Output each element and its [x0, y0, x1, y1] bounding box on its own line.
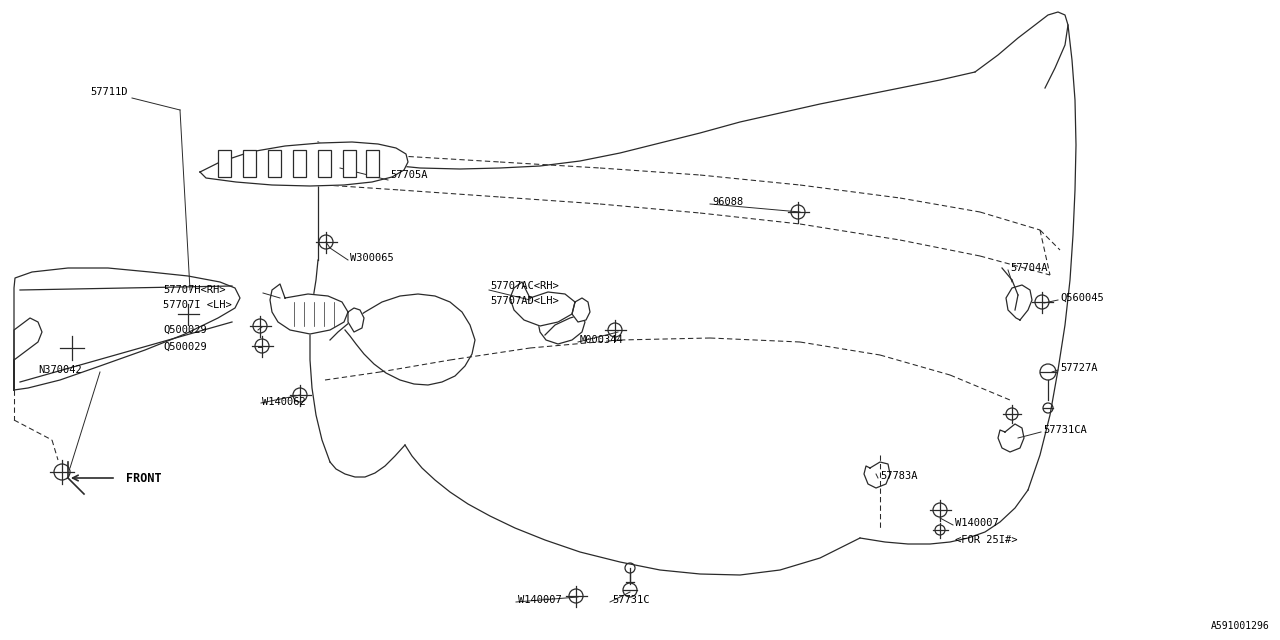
Text: <FOR 25I#>: <FOR 25I#> [955, 535, 1018, 545]
Text: W140062: W140062 [262, 397, 306, 407]
Bar [243, 150, 256, 177]
Text: 57731C: 57731C [612, 595, 649, 605]
Polygon shape [14, 268, 241, 390]
Polygon shape [270, 284, 348, 334]
Text: Q560045: Q560045 [1060, 293, 1103, 303]
Polygon shape [998, 424, 1024, 452]
Text: 57707AC<RH>: 57707AC<RH> [490, 281, 559, 291]
Text: W140007: W140007 [955, 518, 998, 528]
Bar [293, 150, 306, 177]
Polygon shape [864, 462, 890, 488]
Bar [268, 150, 282, 177]
Text: A591001296: A591001296 [1211, 621, 1270, 631]
Bar [343, 150, 356, 177]
Text: 57707AD<LH>: 57707AD<LH> [490, 296, 559, 306]
Text: W140007: W140007 [518, 595, 562, 605]
Bar [317, 150, 332, 177]
Polygon shape [200, 142, 408, 186]
Text: 96088: 96088 [712, 197, 744, 207]
Polygon shape [348, 308, 364, 332]
Text: 57705A: 57705A [390, 170, 428, 180]
Text: 57707I <LH>: 57707I <LH> [163, 300, 232, 310]
Text: 57711D: 57711D [90, 87, 128, 97]
Text: 57727A: 57727A [1060, 363, 1097, 373]
Text: N370042: N370042 [38, 365, 82, 375]
Text: M000344: M000344 [580, 335, 623, 345]
Text: FRONT: FRONT [125, 472, 161, 484]
Polygon shape [509, 282, 575, 326]
Bar [218, 150, 230, 177]
Text: 57707H<RH>: 57707H<RH> [163, 285, 225, 295]
Text: W300065: W300065 [349, 253, 394, 263]
Bar [366, 150, 379, 177]
Text: 57731CA: 57731CA [1043, 425, 1087, 435]
Text: 57704A: 57704A [1010, 263, 1047, 273]
Text: Q500029: Q500029 [163, 325, 207, 335]
Text: Q500029: Q500029 [163, 342, 207, 352]
Polygon shape [14, 318, 42, 390]
Text: 57783A: 57783A [881, 471, 918, 481]
Polygon shape [572, 298, 590, 322]
